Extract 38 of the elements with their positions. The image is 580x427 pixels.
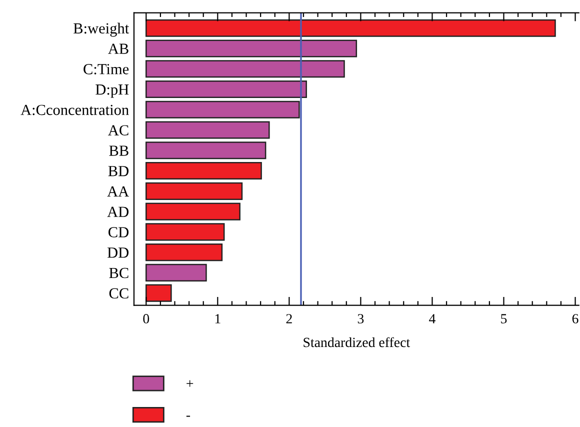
bar [146, 182, 243, 200]
x-tick-label: 2 [286, 314, 292, 324]
y-tick-label: A:Cconcentration [20, 104, 129, 116]
legend-label: - [186, 416, 190, 417]
y-tick-label: DD [107, 248, 129, 258]
y-tick-label: AA [107, 186, 130, 196]
bar [146, 121, 270, 139]
y-tick-label: D:pH [96, 84, 129, 98]
bar [146, 223, 225, 241]
x-tick-label: 4 [429, 314, 436, 324]
bar [146, 244, 223, 262]
bar [146, 80, 307, 98]
x-tick-label: 5 [501, 314, 507, 324]
y-tick-label: BC [109, 268, 128, 278]
y-tick-label: CD [108, 227, 129, 238]
bar [146, 60, 345, 78]
y-tick-label: CC [109, 288, 128, 299]
bar [146, 40, 358, 58]
y-tick-label: AB [108, 44, 128, 54]
y-tick-label: AC [108, 125, 128, 136]
bar [146, 202, 240, 220]
y-tick-label: BB [109, 146, 128, 156]
y-tick-label: BD [108, 166, 129, 176]
bar [146, 19, 556, 37]
legend-label: + [186, 380, 194, 387]
bar [146, 162, 262, 180]
bar [146, 142, 266, 160]
bar [146, 100, 300, 118]
y-tick-label: AD [107, 206, 129, 217]
x-axis-title: Standardized effect [304, 337, 410, 348]
bar [146, 284, 172, 302]
x-tick-label: 1 [215, 314, 220, 324]
x-tick-label: 3 [358, 314, 364, 324]
y-tick-label: C:Time [84, 64, 129, 74]
x-tick-label: 0 [143, 314, 150, 324]
x-tick-label: 6 [572, 314, 578, 324]
bar [146, 264, 207, 282]
y-tick-label: B:weight [74, 22, 130, 37]
